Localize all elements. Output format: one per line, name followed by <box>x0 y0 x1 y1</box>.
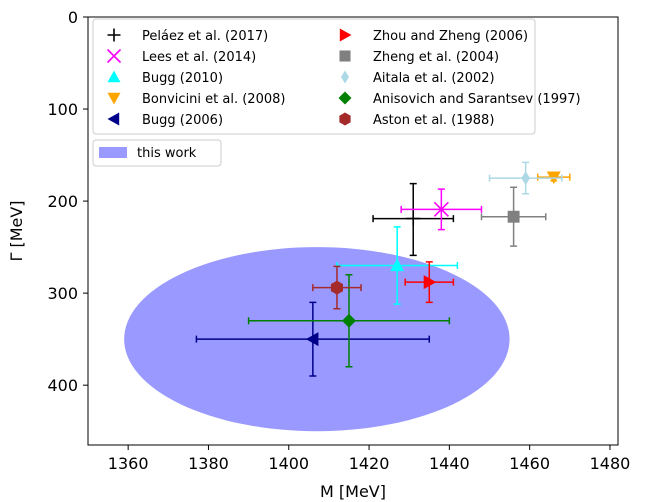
x-tick-label: 1440 <box>429 454 470 473</box>
data-marker <box>330 280 343 295</box>
legend-entry: Anisovich and Sarantsev (1997) <box>338 91 581 107</box>
region-legend-swatch <box>99 147 127 158</box>
legend-marker <box>107 28 121 42</box>
data-marker <box>521 171 530 186</box>
data-marker <box>341 313 356 328</box>
legend-label: Peláez et al. (2017) <box>142 29 268 44</box>
legend-entry: Aston et al. (1988) <box>339 112 494 128</box>
legend-label: Lees et al. (2014) <box>142 50 256 65</box>
data-point <box>480 186 547 247</box>
error-bar-caps <box>536 172 571 182</box>
legend-entry: Zheng et al. (2004) <box>339 50 499 65</box>
legend-marker <box>339 50 351 62</box>
data-point <box>404 261 455 304</box>
region-legend: this work <box>92 139 222 167</box>
legend-label: Anisovich and Sarantsev (1997) <box>373 92 581 107</box>
data-point <box>247 273 451 368</box>
legend-marker <box>107 112 120 126</box>
legend-marker <box>340 70 350 84</box>
legend-marker <box>106 48 122 64</box>
data-point <box>336 226 459 305</box>
y-tick-label: 300 <box>47 284 78 303</box>
x-axis: 1360 1380 1400 1420 1440 1460 1480 <box>108 445 631 473</box>
y-tick-label: 200 <box>47 192 78 211</box>
legend-marker <box>107 92 121 105</box>
data-marker <box>507 210 520 223</box>
plot-inner <box>124 161 571 432</box>
legend-entry: Bugg (2006) <box>107 112 223 128</box>
legend-entry: Bonvicini et al. (2008) <box>107 92 285 107</box>
legend: Peláez et al. (2017) Lees et al. (2014) Bu… <box>92 18 581 135</box>
data-marker <box>390 258 405 272</box>
legend-entry: Peláez et al. (2017) <box>107 28 268 44</box>
legend-entry: Bugg (2010) <box>107 70 223 86</box>
y-tick-label: 400 <box>47 376 78 395</box>
error-bar-caps <box>336 226 459 305</box>
x-tick-label: 1380 <box>188 454 229 473</box>
legend-entry: Zhou and Zheng (2006) <box>339 28 528 44</box>
legend-entry: Aitala et al. (2002) <box>340 70 495 86</box>
legend-label: Zhou and Zheng (2006) <box>373 29 528 44</box>
legend-label: Zheng et al. (2004) <box>373 50 499 65</box>
data-marker <box>305 332 319 347</box>
data-point <box>400 188 483 231</box>
legend-marker <box>339 112 351 126</box>
legend-label: Bonvicini et al. (2008) <box>142 92 285 107</box>
legend-label: Aston et al. (1988) <box>373 113 494 128</box>
y-axis: 0 100 200 300 400 <box>47 8 88 395</box>
error-bar-caps <box>247 273 451 368</box>
error-bar-caps <box>404 261 455 304</box>
error-bar-caps <box>195 301 431 377</box>
x-tick-label: 1480 <box>590 454 631 473</box>
data-marker <box>423 275 437 290</box>
y-axis-label: Γ [MeV] <box>7 200 26 261</box>
y-tick-label: 0 <box>68 8 78 27</box>
legend-entry: Lees et al. (2014) <box>106 48 256 65</box>
x-tick-label: 1420 <box>349 454 390 473</box>
region-legend-frame <box>92 139 222 167</box>
x-tick-label: 1400 <box>268 454 309 473</box>
error-bar-caps <box>480 186 547 247</box>
x-axis-label: M [MeV] <box>320 482 386 501</box>
region-legend-label: this work <box>137 146 197 161</box>
data-point <box>372 182 455 257</box>
data-marker <box>433 201 449 217</box>
data-point <box>312 265 362 310</box>
x-tick-label: 1460 <box>509 454 550 473</box>
legend-marker <box>338 91 352 105</box>
data-marker <box>406 211 421 226</box>
legend-label: Bugg (2010) <box>142 71 223 86</box>
error-bar-caps <box>488 161 563 195</box>
data-point <box>195 301 431 377</box>
legend-frame <box>92 18 536 135</box>
x-tick-label: 1360 <box>108 454 149 473</box>
legend-marker <box>107 70 121 83</box>
plot-frame <box>87 16 619 446</box>
legend-label: Bugg (2006) <box>142 113 223 128</box>
error-bar-caps <box>312 265 362 310</box>
plot-area <box>124 161 571 432</box>
legend-marker <box>339 28 352 42</box>
error-bar-caps <box>400 188 483 231</box>
error-bar-caps <box>372 182 455 257</box>
legend-label: Aitala et al. (2002) <box>373 71 495 86</box>
data-point <box>488 161 563 195</box>
y-tick-label: 100 <box>47 100 78 119</box>
